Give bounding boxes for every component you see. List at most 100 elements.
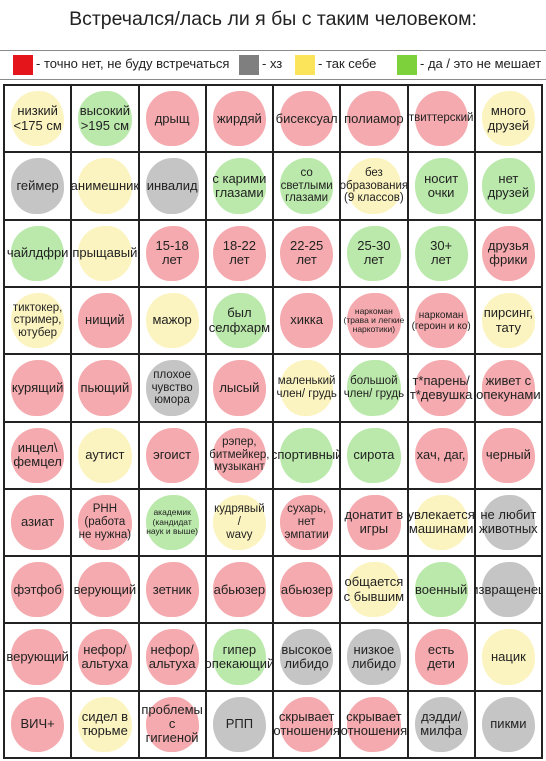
cell-label: 18-22 лет (222, 237, 256, 268)
cell-label: живет с опекунами (476, 372, 541, 402)
cell-label: фэтфоб (13, 581, 62, 597)
cell-label: высокое либидо (281, 641, 332, 672)
color-mark-green (347, 427, 401, 483)
cell-label: увлекается машинами (408, 507, 475, 537)
cell-label: 15-18 лет (155, 237, 189, 268)
color-mark-yellow (481, 91, 535, 147)
grid-cell: прыщавый (72, 220, 140, 288)
color-mark-gray (145, 360, 199, 416)
cell-label: эгоист (153, 447, 192, 462)
grid-cell: гипер опекающий (206, 624, 274, 692)
grid-cell: плохое чувство юмора (139, 355, 207, 423)
grid-cell: мажор (139, 287, 207, 356)
legend-label-green: - да / это не мешает (420, 56, 542, 71)
cell-label: высокий >195 см (79, 103, 131, 133)
grid-cell: со светлыми глазами (274, 153, 342, 221)
grid-cell: нацик (475, 624, 543, 692)
grid-cell: с карими глазами (206, 153, 274, 221)
legend-swatch-green (397, 55, 417, 75)
color-mark-red (145, 629, 199, 685)
color-mark-red (481, 427, 535, 483)
cell-label: бисексуал (275, 110, 338, 126)
cell-label: азиат (21, 514, 55, 530)
color-mark-red (414, 629, 468, 685)
grid-cell: 30+ лет (408, 220, 476, 288)
cell-label: много друзей (487, 103, 530, 133)
color-mark-green (414, 562, 468, 618)
cell-label: гипер опекающий (206, 641, 274, 672)
color-mark-green (212, 292, 266, 349)
color-mark-red (280, 696, 334, 752)
color-mark-red (78, 562, 132, 618)
grid-cell: 15-18 лет (139, 220, 207, 288)
color-mark-red (78, 629, 132, 685)
grid-cell: полиамор (341, 86, 409, 154)
cell-label: абьюзер (280, 581, 333, 597)
color-mark-yellow (414, 494, 468, 551)
cell-label: нацик (490, 648, 526, 664)
cell-label: жирдяй (216, 110, 262, 126)
color-mark-gray (145, 158, 199, 214)
color-mark-yellow (280, 360, 334, 416)
cell-label: 25-30 лет (357, 237, 391, 268)
grid-cell: низкое либидо (341, 624, 409, 692)
grid-cell: низкий <175 см (5, 86, 73, 154)
color-mark-yellow (78, 225, 132, 281)
cell-label: есть дети (427, 641, 455, 672)
cell-label: верующий (6, 648, 69, 664)
color-mark-red (78, 360, 132, 416)
grid-cell: хач, даг, (408, 422, 476, 490)
grid-cell: был селфхарм (206, 287, 274, 356)
grid-cell: дрыщ (139, 86, 207, 154)
cell-label: твиттерский (408, 112, 474, 125)
cell-label: наркоман (трава и легкие наркотики) (343, 305, 405, 335)
cell-label: кудрявый / wavy (214, 503, 265, 541)
color-mark-red (145, 562, 199, 618)
color-mark-red (414, 91, 468, 147)
grid-cell: пьющий (72, 355, 140, 423)
grid-cell: наркоман (героин и ко) (408, 287, 476, 356)
color-mark-red (414, 360, 468, 416)
color-mark-red (11, 696, 65, 752)
grid-cell: спортивный (274, 422, 342, 490)
cell-label: зетник (152, 581, 192, 597)
cell-label: с карими глазами (212, 170, 267, 200)
cell-label: сухарь, нет эмпатии (284, 503, 329, 541)
cell-label: РПП (225, 716, 254, 732)
cell-label: рэпер, битмейкер, музыкант (209, 436, 270, 474)
grid-cell: живет с опекунами (475, 355, 543, 423)
grid-cell: 18-22 лет (206, 220, 274, 288)
cell-label: дэдди/ милфа (420, 709, 462, 739)
color-mark-green (212, 629, 266, 685)
grid-cell: абьюзер (274, 557, 342, 625)
cell-label: инвалид (146, 177, 198, 193)
grid-cell: увлекается машинами (408, 489, 476, 558)
cell-label: инцел\ фемцел (13, 439, 62, 470)
grid-cell: носит очки (408, 153, 476, 221)
cell-label: 22-25 лет (290, 237, 324, 268)
grid-cell: верующий (72, 557, 140, 625)
cell-label: нет друзей (487, 170, 530, 200)
grid-cell: без образования (9 классов) (341, 153, 409, 221)
cell-label: хач, даг, (416, 447, 466, 462)
color-mark-green (414, 158, 468, 214)
cell-label: прыщавый (72, 245, 138, 261)
cell-label: донатит в игры (344, 507, 404, 537)
color-mark-yellow (481, 629, 535, 685)
grid-cell: скрывает отношения (274, 691, 342, 759)
grid-cell: твиттерский (408, 86, 476, 154)
cell-label: был селфхарм (208, 305, 271, 335)
grid-cell: высокое либидо (274, 624, 342, 692)
color-mark-green (347, 360, 401, 416)
color-mark-red (347, 696, 401, 752)
color-mark-green (347, 225, 401, 281)
grid-cell: друзья фрики (475, 220, 543, 288)
cell-label: без образования (9 классов) (341, 166, 409, 205)
color-mark-yellow (347, 562, 401, 618)
color-mark-yellow (11, 91, 65, 147)
color-mark-red (347, 292, 401, 349)
grid-cell: курящий (5, 355, 73, 423)
page-title: Встречался/лась ли я бы с таким человеко… (69, 8, 477, 30)
grid-cell: наркоман (трава и легкие наркотики) (341, 287, 409, 356)
grid-cell: сухарь, нет эмпатии (274, 489, 342, 558)
